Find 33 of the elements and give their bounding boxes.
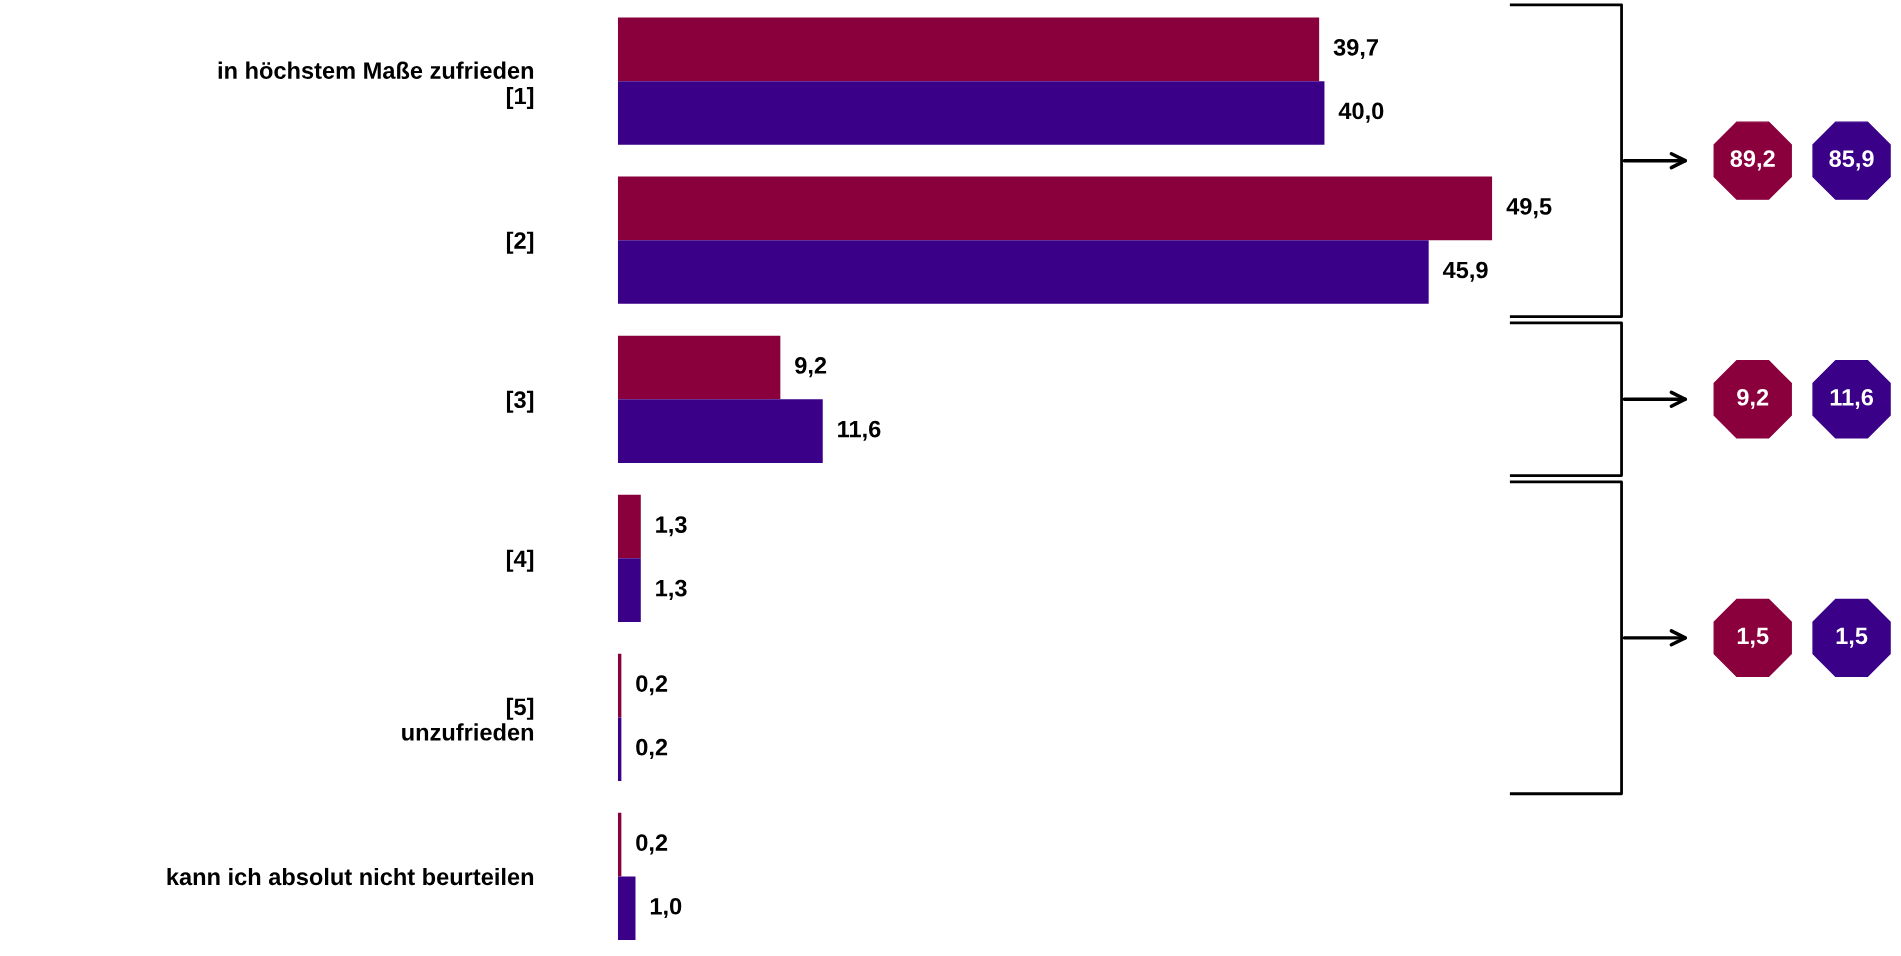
- data-label: 9,2: [795, 357, 827, 378]
- data-label: 0,2: [636, 834, 668, 855]
- bar: [617, 558, 641, 622]
- data-label: 0,2: [636, 738, 668, 759]
- text: 1,5: [1737, 627, 1769, 648]
- bar: [617, 494, 641, 559]
- data-label: 45,9: [1442, 261, 1488, 282]
- data-label: 39,7: [1333, 38, 1378, 60]
- data-label: 1,0: [650, 897, 682, 919]
- data-label: 1,3: [656, 579, 687, 600]
- bar: [617, 17, 1320, 82]
- y-tick-label: [2]: [506, 231, 534, 254]
- text: 85,9: [1829, 150, 1874, 171]
- y-tick-label: in höchstem Maße zufrieden [1]: [218, 61, 534, 110]
- data-label: 0,2: [636, 675, 668, 696]
- text: 11,6: [1830, 388, 1874, 410]
- bar: [617, 176, 1493, 241]
- data-label: 11,6: [838, 420, 881, 441]
- bar: [617, 240, 1429, 304]
- bar: [617, 399, 823, 463]
- text: 89,2: [1730, 150, 1775, 171]
- y-tick-label: [4]: [506, 549, 534, 572]
- y-tick-label: kann ich absolut nicht beurteilen: [167, 867, 534, 886]
- text: 1,5: [1836, 627, 1868, 648]
- data-label: 1,3: [656, 516, 687, 537]
- data-label: 40,0: [1338, 102, 1384, 123]
- data-label: 49,5: [1506, 198, 1552, 219]
- y-tick-label: [5] unzufrieden: [402, 697, 534, 741]
- bar: [617, 876, 636, 941]
- bar: [617, 335, 781, 400]
- text: 9,2: [1737, 388, 1769, 410]
- y-tick-label: [3]: [506, 390, 534, 413]
- bar: [617, 81, 1325, 145]
